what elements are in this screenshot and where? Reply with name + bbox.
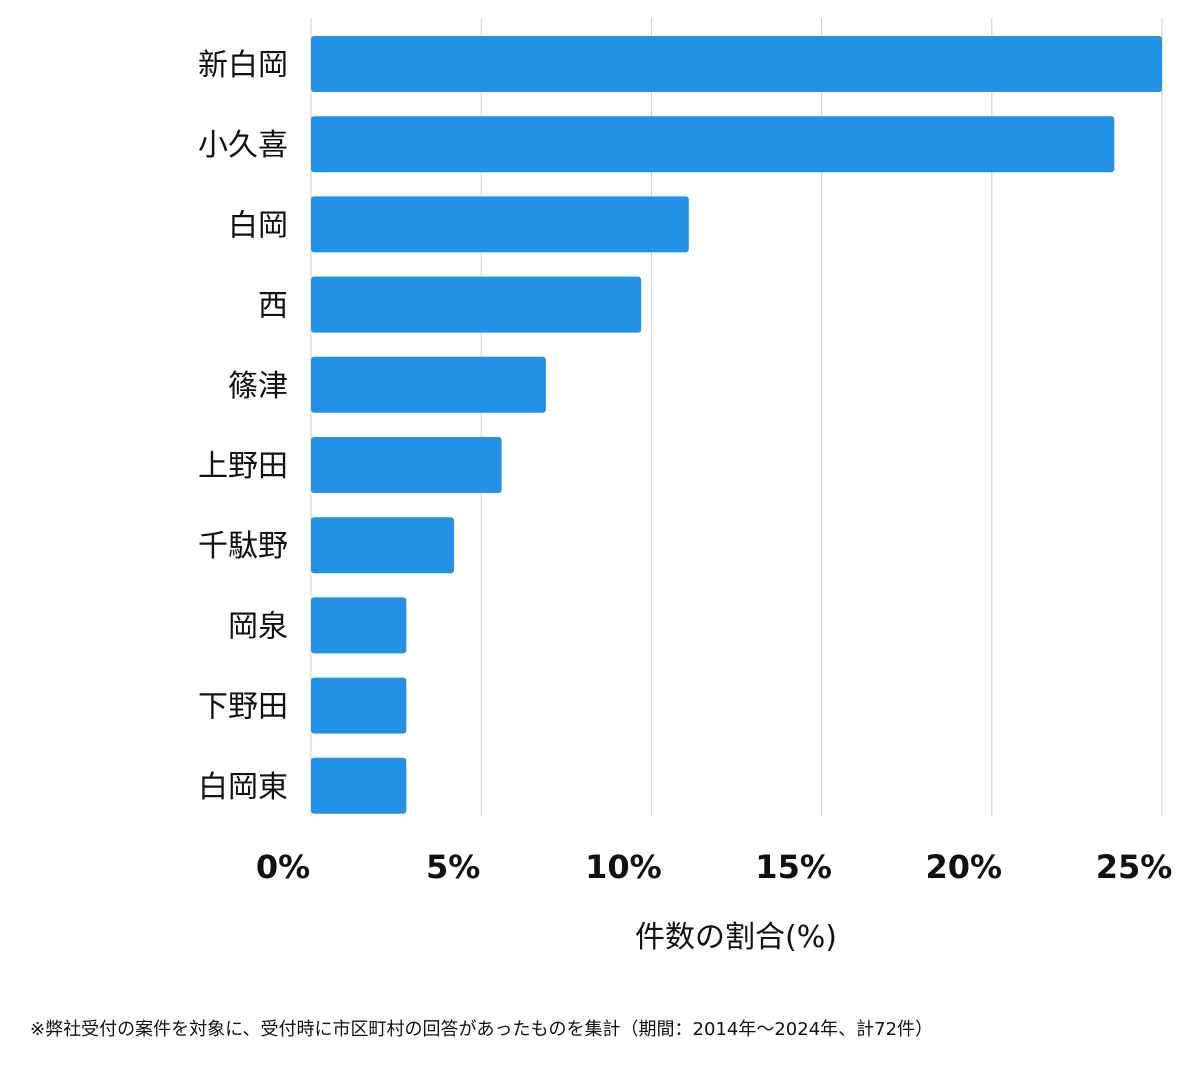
x-tick-label: 20%: [926, 848, 1003, 886]
x-tick-labels: 0% 5% 10% 15% 20% 25%: [256, 848, 1172, 886]
category-label: 小久喜: [198, 128, 288, 163]
category-label: 千駄野: [198, 529, 288, 564]
x-tick-label: 10%: [585, 848, 662, 886]
category-label: 西: [258, 289, 288, 324]
category-label: 下野田: [198, 690, 288, 725]
x-tick-label: 15%: [755, 848, 832, 886]
category-label: 白岡東: [198, 770, 288, 805]
x-tick-label: 25%: [1096, 848, 1173, 886]
bar: [311, 36, 1162, 92]
category-label: 篠津: [228, 369, 288, 404]
x-axis-title: 件数の割合(%): [635, 920, 837, 955]
category-label: 岡泉: [228, 609, 288, 644]
bar: [311, 677, 407, 734]
bar: [311, 196, 689, 253]
category-label: 新白岡: [198, 48, 288, 83]
bars: [311, 36, 1162, 814]
x-tick-label: 5%: [426, 848, 480, 886]
bar: [311, 437, 502, 493]
x-tick-label: 0%: [256, 848, 310, 886]
bar: [311, 757, 407, 814]
footnote: ※弊社受付の案件を対象に、受付時に市区町村の回答があったものを集計（期間：201…: [30, 1019, 934, 1040]
bar: [311, 116, 1115, 173]
bar: [311, 597, 407, 654]
bar: [311, 276, 642, 333]
bar: [311, 517, 454, 574]
category-label: 上野田: [198, 449, 288, 484]
bar: [311, 356, 546, 413]
category-label: 白岡: [228, 208, 288, 243]
